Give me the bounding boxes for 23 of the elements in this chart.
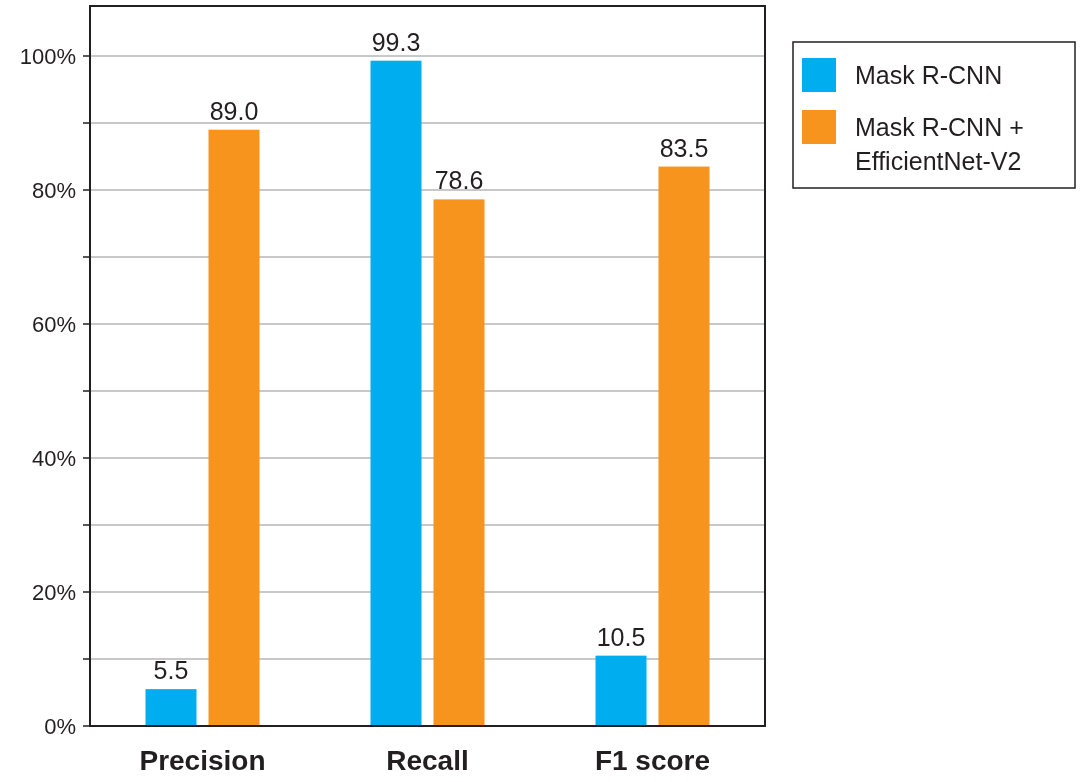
y-tick-label: 100% [19,43,76,69]
bar [370,60,422,726]
bar [595,655,647,726]
bar [433,199,485,726]
legend-label: Mask R-CNN + EfficientNet-V2 [855,112,1024,175]
x-tick-label: F1 score [594,745,711,776]
bar [658,166,710,726]
data-label: 89.0 [209,96,259,125]
data-label: 78.6 [434,166,484,195]
legend-label: Mask R-CNN [855,60,1003,89]
data-label: 99.3 [371,27,421,56]
y-tick-label: 20% [31,579,76,605]
y-tick-label: 60% [31,311,76,337]
data-label: 83.5 [659,133,709,162]
y-tick-label: 0% [44,713,76,739]
x-tick-label: Precision [139,745,266,776]
y-tick-label: 40% [31,445,76,471]
data-label: 5.5 [153,656,189,685]
bar [208,129,260,726]
data-label: 10.5 [596,622,646,651]
bar [145,689,197,726]
x-tick-label: Recall [386,745,469,776]
y-tick-label: 80% [31,177,76,203]
